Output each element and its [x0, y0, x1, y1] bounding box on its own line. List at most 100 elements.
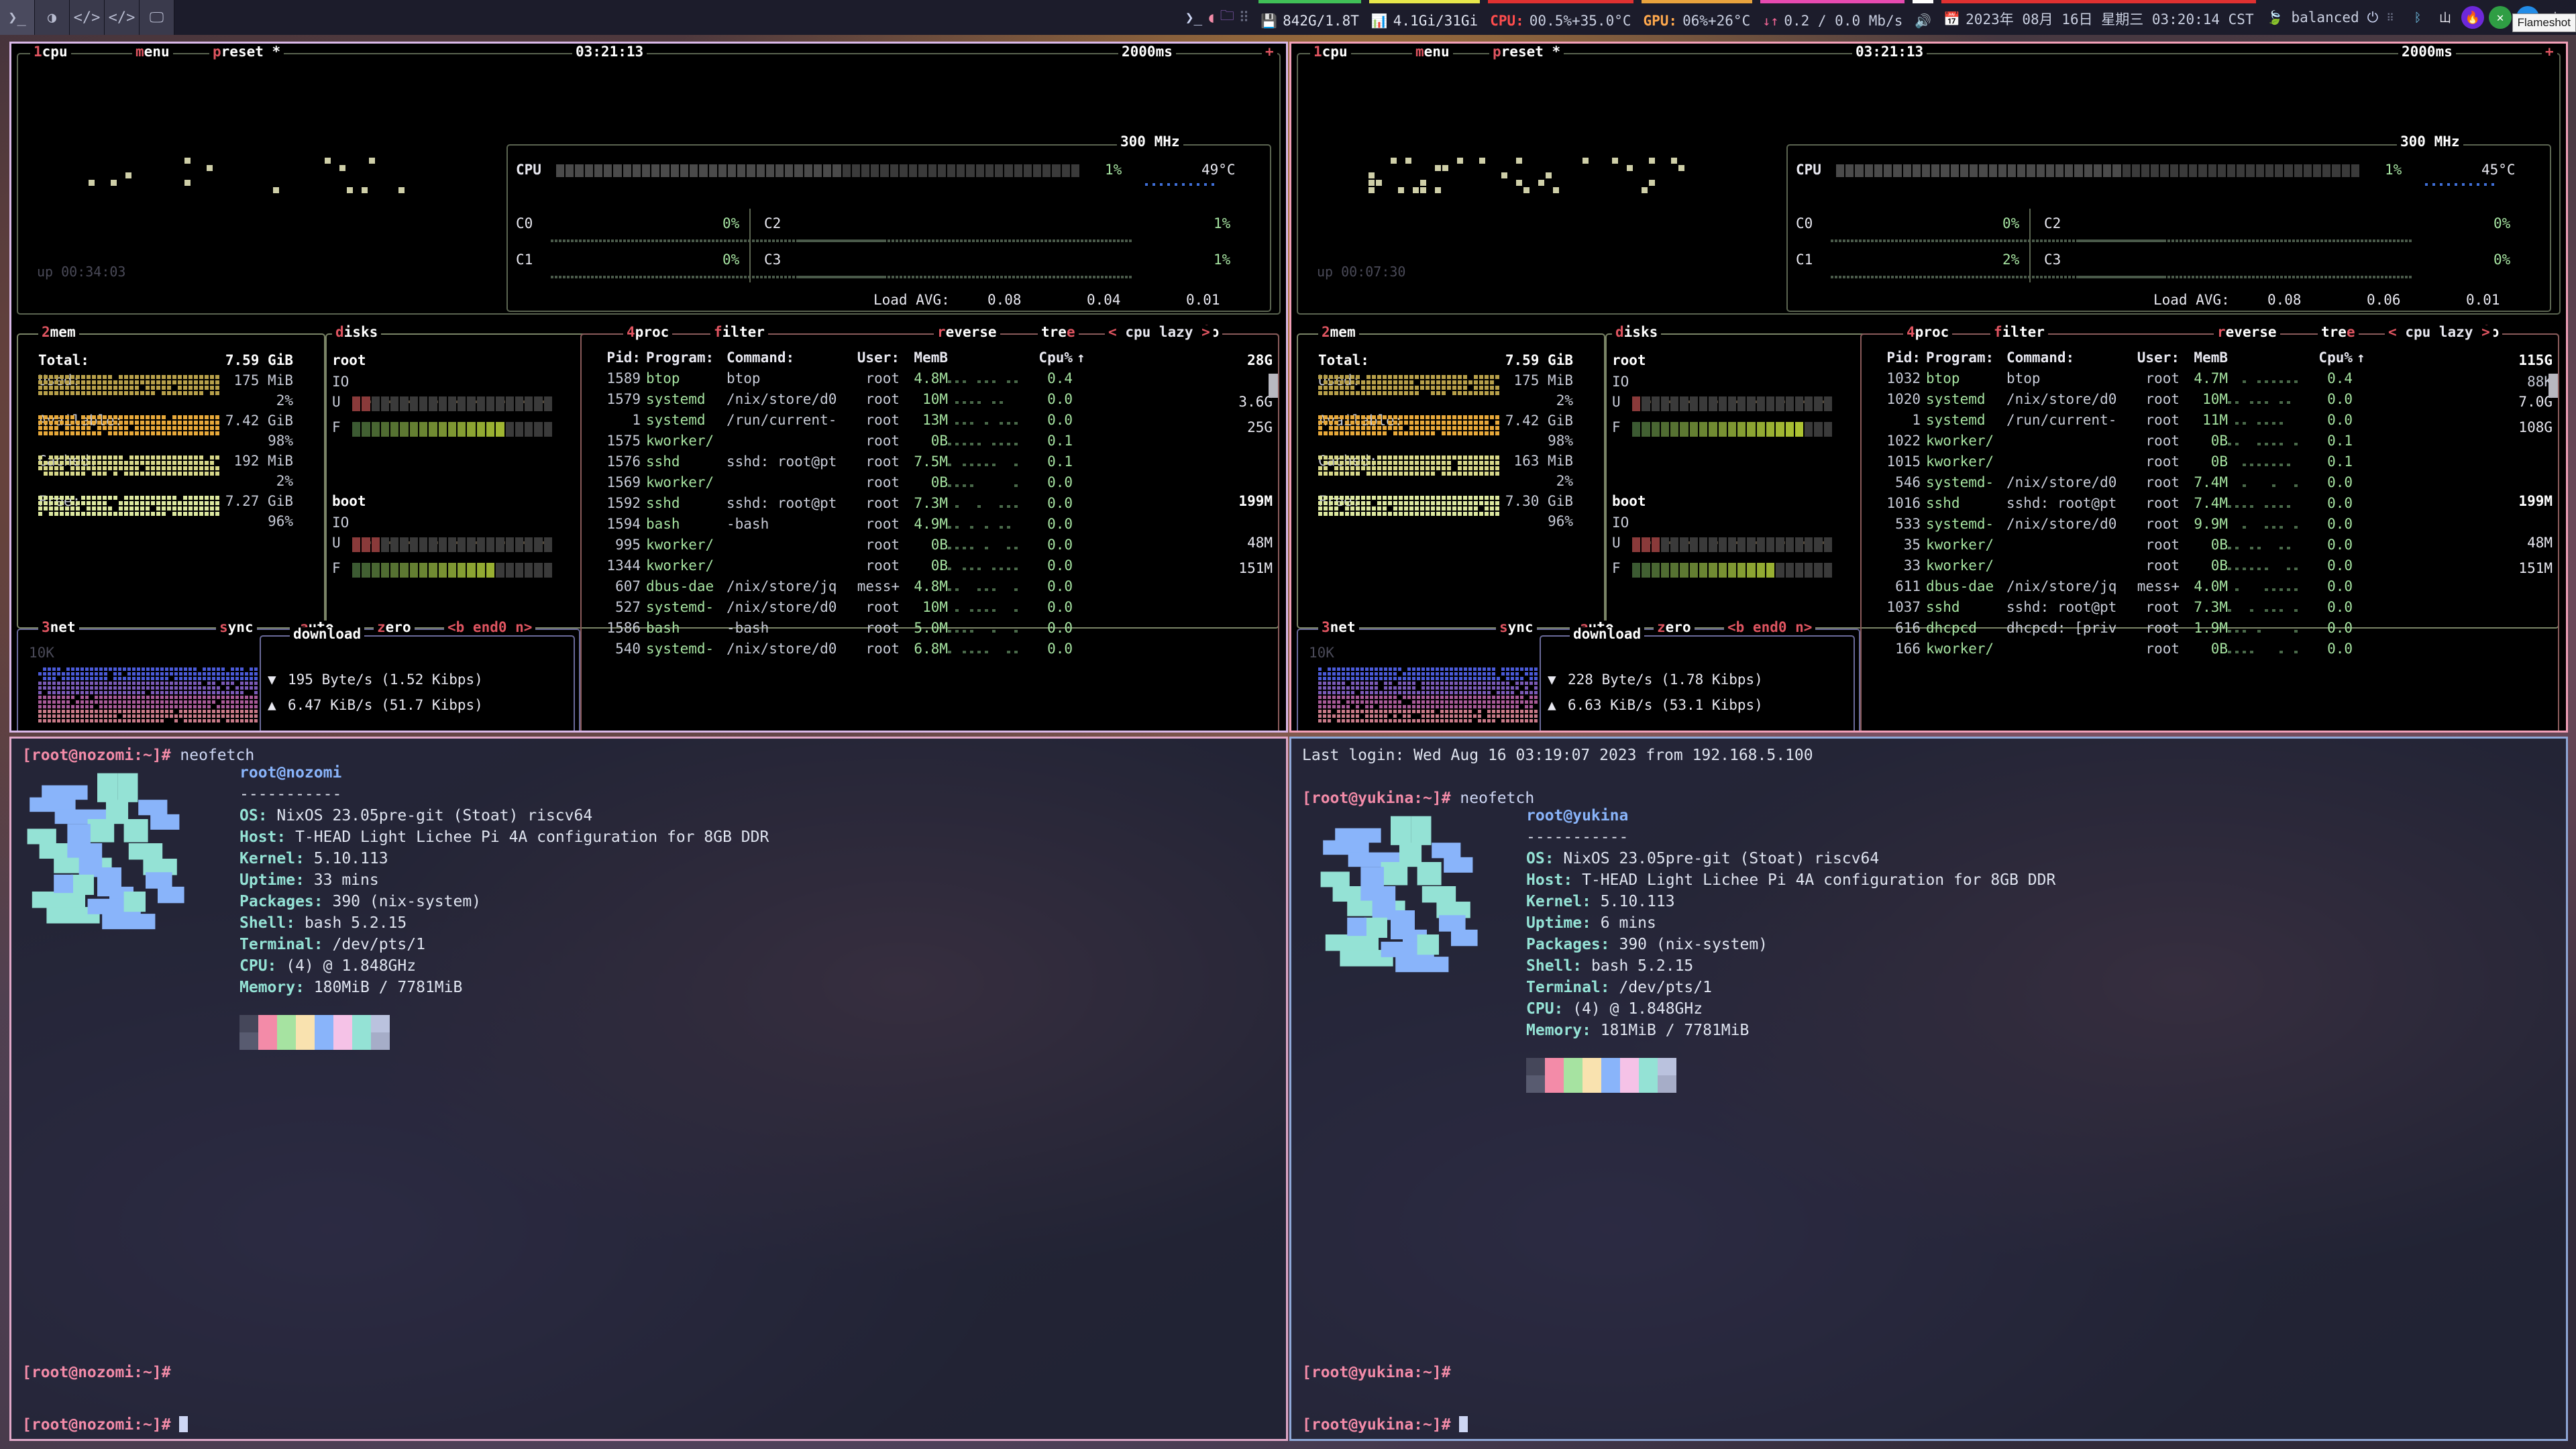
br-proc-header-1[interactable]: Program: — [1921, 351, 2006, 365]
bl-proc-header-3[interactable]: User: — [842, 351, 900, 365]
bl-net-sync-part[interactable]: ync — [228, 619, 254, 635]
table-row[interactable]: 546 systemd- /nix/store/d0 root 7.4M 0.0 — [1868, 476, 2365, 490]
table-row[interactable]: 166 kworker/root 0B 0.0 — [1868, 642, 2365, 656]
br-mem-title-part[interactable]: mem — [1330, 324, 1356, 340]
bl-proc-header-4[interactable]: MemB — [900, 351, 948, 365]
table-row[interactable]: 35 kworker/root 0B 0.0 — [1868, 538, 2365, 552]
code-launcher-2[interactable]: </> — [105, 0, 140, 35]
br-net-sync-part[interactable]: ync — [1508, 619, 1534, 635]
br-menu-label[interactable]: menu — [1415, 44, 1450, 60]
br-proc-header-2[interactable]: Command: — [2006, 351, 2122, 365]
br-proc-reverse-part[interactable]: everse — [2226, 324, 2277, 340]
table-row[interactable]: 1592 sshd sshd: root@pt root 7.3M 0.0 — [588, 496, 1085, 511]
bl-net-iface-part[interactable]: <b end0 n> — [447, 619, 532, 635]
table-row[interactable]: 1594 bash -bash root 4.9M 0.0 — [588, 517, 1085, 531]
clock-module[interactable]: 📅 2023年 08月 16日 星期三 03:20:14 CST — [1937, 0, 2259, 35]
terminal-launcher[interactable]: ❯_ — [0, 0, 35, 35]
bl-proc-filter-part[interactable]: ilter — [722, 324, 765, 340]
br-proc-header-3[interactable]: User: — [2122, 351, 2180, 365]
firefox-launcher[interactable]: ◑ — [35, 0, 70, 35]
network-module[interactable]: ↓↑ 0.2 / 0.0 Mb/s — [1756, 0, 1909, 35]
bl-update-ms[interactable]: 2000ms — [1122, 44, 1173, 60]
table-row[interactable]: 616 dhcpcd dhcpcd: [priv root 1.9M 0.0 — [1868, 621, 2365, 635]
bl-proc-header-6[interactable]: Cpu% — [1028, 351, 1073, 365]
bl-net-zero-part[interactable]: ero — [386, 619, 411, 635]
table-row[interactable]: 33 kworker/root 0B 0.0 — [1868, 559, 2365, 573]
volume-module[interactable]: 🔊 — [1909, 0, 1937, 35]
table-row[interactable]: 1022 kworker/root 0B 0.1 — [1868, 434, 2365, 448]
bl-proc-header-2[interactable]: Command: — [727, 351, 842, 365]
grip-icon[interactable]: ⠿ — [2386, 11, 2394, 24]
table-row[interactable]: 527 systemd- /nix/store/d0 root 10M 0.0 — [588, 600, 1085, 614]
bl-disks-title-part[interactable]: isks — [344, 324, 378, 340]
bl-proc-reverse-part[interactable]: everse — [946, 324, 997, 340]
drag-handle-icon[interactable]: ⠿ — [1239, 9, 1249, 25]
bl-cpu-box-title[interactable]: cpu — [42, 44, 68, 60]
table-row[interactable]: 1015 kworker/root 0B 0.1 — [1868, 455, 2365, 469]
table-row[interactable]: 1589 btop btop root 4.8M 0.4 — [588, 372, 1085, 386]
bl-menu-label[interactable]: menu — [136, 44, 170, 60]
table-row[interactable]: 1037 sshd sshd: root@pt root 7.3M 0.0 — [1868, 600, 2365, 614]
bl-proc-3-user: root — [842, 434, 900, 448]
table-row[interactable]: 1576 sshd sshd: root@pt root 7.5M 0.1 — [588, 455, 1085, 469]
code-launcher-1[interactable]: </> — [70, 0, 105, 35]
terminal-tray-icon[interactable]: ❯_ — [1185, 9, 1202, 25]
power-profile-label[interactable]: balanced — [2292, 9, 2359, 25]
br-plus-button[interactable]: + — [2545, 44, 2554, 60]
bl-net-title-part[interactable]: net — [50, 619, 76, 635]
cpu-module[interactable]: CPU: 00.5%+35.0°C — [1484, 0, 1637, 35]
br-disks-title-part[interactable]: isks — [1624, 324, 1658, 340]
bl-plus-button[interactable]: + — [1265, 44, 1274, 60]
br-proc-header-0[interactable]: Pid: — [1868, 351, 1921, 365]
bl-proc-scrollbar[interactable] — [1269, 374, 1278, 398]
table-row[interactable]: 1575 kworker/root 0B 0.1 — [588, 434, 1085, 448]
bl-proc-5-cpu: 0.0 — [1028, 476, 1073, 490]
bl-proc-header-0[interactable]: Pid: — [588, 351, 641, 365]
table-row[interactable]: 611 dbus-dae/nix/store/jq mess+ 4.0M 0.0 — [1868, 580, 2365, 594]
table-row[interactable]: 540 systemd- /nix/store/d0 root 6.8M 0.0 — [588, 642, 1085, 656]
table-row[interactable]: 1 systemd/run/current-root 11M 0.0 — [1868, 413, 2365, 427]
firefox-tray-icon[interactable]: ◖ — [1207, 9, 1216, 25]
table-row[interactable]: 1020 systemd/nix/store/d0 root 10M 0.0 — [1868, 392, 2365, 407]
display-launcher[interactable]: 🖵 — [140, 0, 174, 35]
br-proc-title-part[interactable]: proc — [1915, 324, 1949, 340]
table-row[interactable]: 1569 kworker/root 0B 0.0 — [588, 476, 1085, 490]
table-row[interactable]: 1579 systemd/nix/store/d0 root 10M 0.0 — [588, 392, 1085, 407]
br-net-title-part[interactable]: net — [1330, 619, 1356, 635]
table-row[interactable]: 1344 kworker/root 0B 0.0 — [588, 559, 1085, 573]
bl-preset-label[interactable]: preset * — [213, 44, 280, 60]
bl-proc-title-part[interactable]: proc — [635, 324, 669, 340]
br-proc-scrollbar[interactable] — [2548, 374, 2558, 398]
gpu-module[interactable]: GPU: 06%+26°C — [1638, 0, 1757, 35]
bl-proc-tree-part[interactable]: e — [1067, 324, 1075, 340]
flameshot-tray-icon[interactable]: 🔥 — [2461, 6, 2484, 29]
br-net-iface-part[interactable]: <b end0 n> — [1727, 619, 1812, 635]
br-net-zero-part[interactable]: ero — [1666, 619, 1691, 635]
table-row[interactable]: 607 dbus-dae/nix/store/jq mess+ 4.8M 0.0 — [588, 580, 1085, 594]
disk-module[interactable]: 💾 842G/1.8T — [1254, 0, 1365, 35]
table-row[interactable]: 995 kworker/root 0B 0.0 — [588, 538, 1085, 552]
vim-tray-icon[interactable]: 山 — [2434, 6, 2457, 29]
br-proc-header-4[interactable]: MemB — [2180, 351, 2228, 365]
sync-tray-icon[interactable]: ✕ — [2489, 6, 2512, 29]
files-tray-icon[interactable]: 🗀 — [1220, 6, 1234, 30]
bluetooth-tray-icon[interactable]: ᛒ — [2406, 6, 2429, 29]
table-row[interactable]: 1586 bash -bash root 5.0M 0.0 — [588, 621, 1085, 635]
br-preset-label[interactable]: preset * — [1493, 44, 1560, 60]
bl-proc-header-1[interactable]: Program: — [641, 351, 727, 365]
power-icon[interactable]: ⏻ — [2367, 9, 2379, 26]
br-proc-sort-arrow-icon[interactable]: ↑ — [2353, 351, 2365, 365]
br-proc-header-6[interactable]: Cpu% — [2308, 351, 2353, 365]
bl-proc-sort-arrow-icon[interactable]: ↑ — [1073, 351, 1085, 365]
table-row[interactable]: 1032 btop btop root 4.7M 0.4 — [1868, 372, 2365, 386]
br-cpu-box-title[interactable]: cpu — [1322, 44, 1348, 60]
memory-module[interactable]: 📊 4.1Gi/31Gi — [1365, 0, 1484, 35]
br-proc-filter-part[interactable]: ilter — [2002, 324, 2045, 340]
table-row[interactable]: 1016 sshd sshd: root@pt root 7.4M 0.0 — [1868, 496, 2365, 511]
table-row[interactable]: 1 systemd/run/current-root 13M 0.0 — [588, 413, 1085, 427]
table-row[interactable]: 533 systemd- /nix/store/d0 root 9.9M 0.0 — [1868, 517, 2365, 531]
br-proc-tree-part[interactable]: e — [2347, 324, 2355, 340]
br-proc-2-command: /run/current- — [2006, 413, 2122, 427]
bl-mem-title-part[interactable]: mem — [50, 324, 76, 340]
br-update-ms[interactable]: 2000ms — [2402, 44, 2453, 60]
